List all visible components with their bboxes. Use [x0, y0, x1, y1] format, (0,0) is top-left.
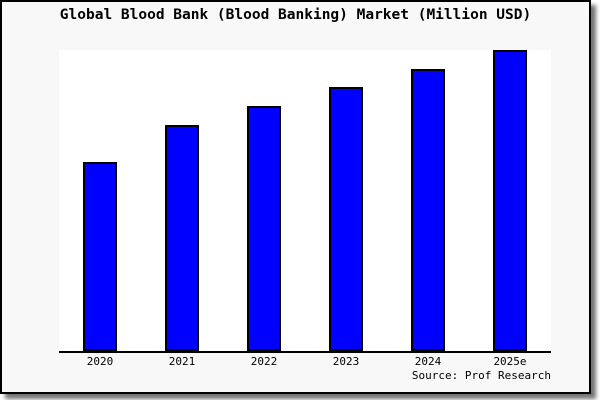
plot-area — [59, 50, 551, 353]
bar-2020 — [83, 161, 117, 351]
x-tick-label-2024: 2024 — [414, 355, 442, 368]
bar-column-2024 — [387, 50, 469, 351]
chart-title: Global Blood Bank (Blood Banking) Market… — [59, 7, 532, 23]
x-tick-label-2023: 2023 — [332, 355, 360, 368]
x-tick-label-2022: 2022 — [250, 355, 278, 368]
x-axis-tick-labels: 2020 2021 2022 2023 2024 2025e — [59, 355, 551, 368]
bar-column-2021 — [141, 50, 223, 351]
bar-2024 — [411, 68, 445, 351]
chart-frame: Global Blood Bank (Blood Banking) Market… — [0, 0, 591, 394]
bar-column-2023 — [305, 50, 387, 351]
bar-2023 — [329, 87, 363, 351]
source-attribution: Source: Prof Research — [411, 369, 551, 382]
bar-2025e — [493, 50, 527, 351]
x-tick-label-2020: 2020 — [86, 355, 114, 368]
bar-2021 — [165, 124, 199, 351]
bar-2022 — [247, 106, 281, 351]
bar-column-2022 — [223, 50, 305, 351]
bar-column-2025e — [469, 50, 551, 351]
bar-column-2020 — [59, 50, 141, 351]
x-tick-label-2021: 2021 — [168, 355, 196, 368]
x-tick-label-2025e: 2025e — [493, 355, 527, 368]
